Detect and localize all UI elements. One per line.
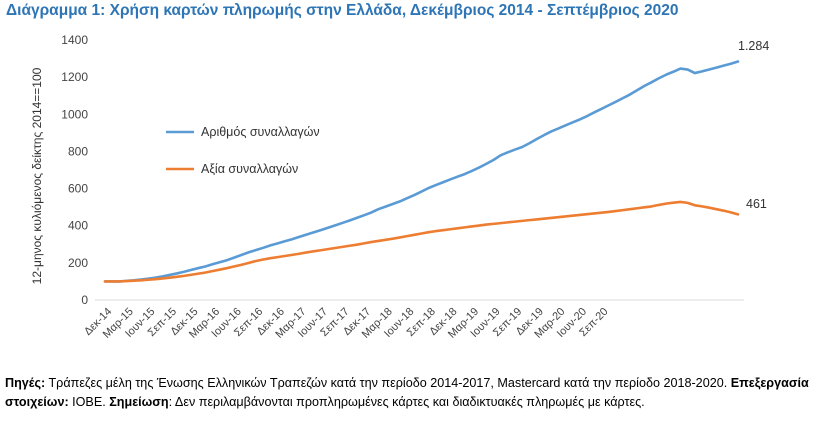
y-tick-label: 0 [81, 293, 88, 307]
y-tick-label: 800 [68, 144, 88, 158]
line-chart: 0 200 400 600 800 1000 1200 1400 Δεκ-14Μαρ-15Ιο… [30, 33, 769, 341]
series-lines [103, 60, 740, 283]
processing-label: Επεξεργασία στοιχείων: [5, 376, 809, 409]
chart-title: Διάγραμμα 1: Χρήση καρτών πληρωμής στην … [6, 2, 679, 19]
legend: Αριθμός συναλλαγών Αξία συναλλαγών [166, 125, 320, 176]
note-text: : Δεν περιλαμβάνονται προπληρωμένες κάρτ… [168, 395, 645, 409]
series-line-transactions-count [103, 60, 740, 283]
series-end-label: 1.284 [738, 39, 769, 53]
y-tick-label: 1200 [61, 70, 88, 84]
legend-label: Αριθμός συναλλαγών [201, 125, 320, 139]
series-end-label: 461 [746, 197, 767, 211]
sources-text: Τράπεζες μέλη της Ένωσης Ελληνικών Τραπε… [45, 376, 731, 390]
sources-label: Πηγές: [5, 376, 46, 390]
y-axis-label: 12-μηνος κυλιόμενος δείκτης 2014==100 [30, 67, 44, 284]
y-tick-label: 200 [68, 256, 88, 270]
y-tick-label: 400 [68, 219, 88, 233]
y-tick-label: 1000 [61, 107, 88, 121]
processing-text: ΙΟΒΕ. [68, 395, 110, 409]
y-tick-label: 1400 [61, 33, 88, 47]
chart-notes: Πηγές: Τράπεζες μέλη της Ένωσης Ελληνικώ… [5, 374, 811, 412]
y-axis: 0 200 400 600 800 1000 1200 1400 [61, 33, 88, 307]
legend-label: Αξία συναλλαγών [201, 162, 298, 176]
y-tick-label: 600 [68, 182, 88, 196]
end-labels: 1.284 461 [738, 39, 769, 211]
series-line-transactions-value [103, 200, 740, 283]
x-axis: Δεκ-14Μαρ-15Ιουν-15Σεπ-15Δεκ-15Μαρ-16Ιου… [82, 299, 744, 341]
note-label: Σημείωση [109, 395, 169, 409]
